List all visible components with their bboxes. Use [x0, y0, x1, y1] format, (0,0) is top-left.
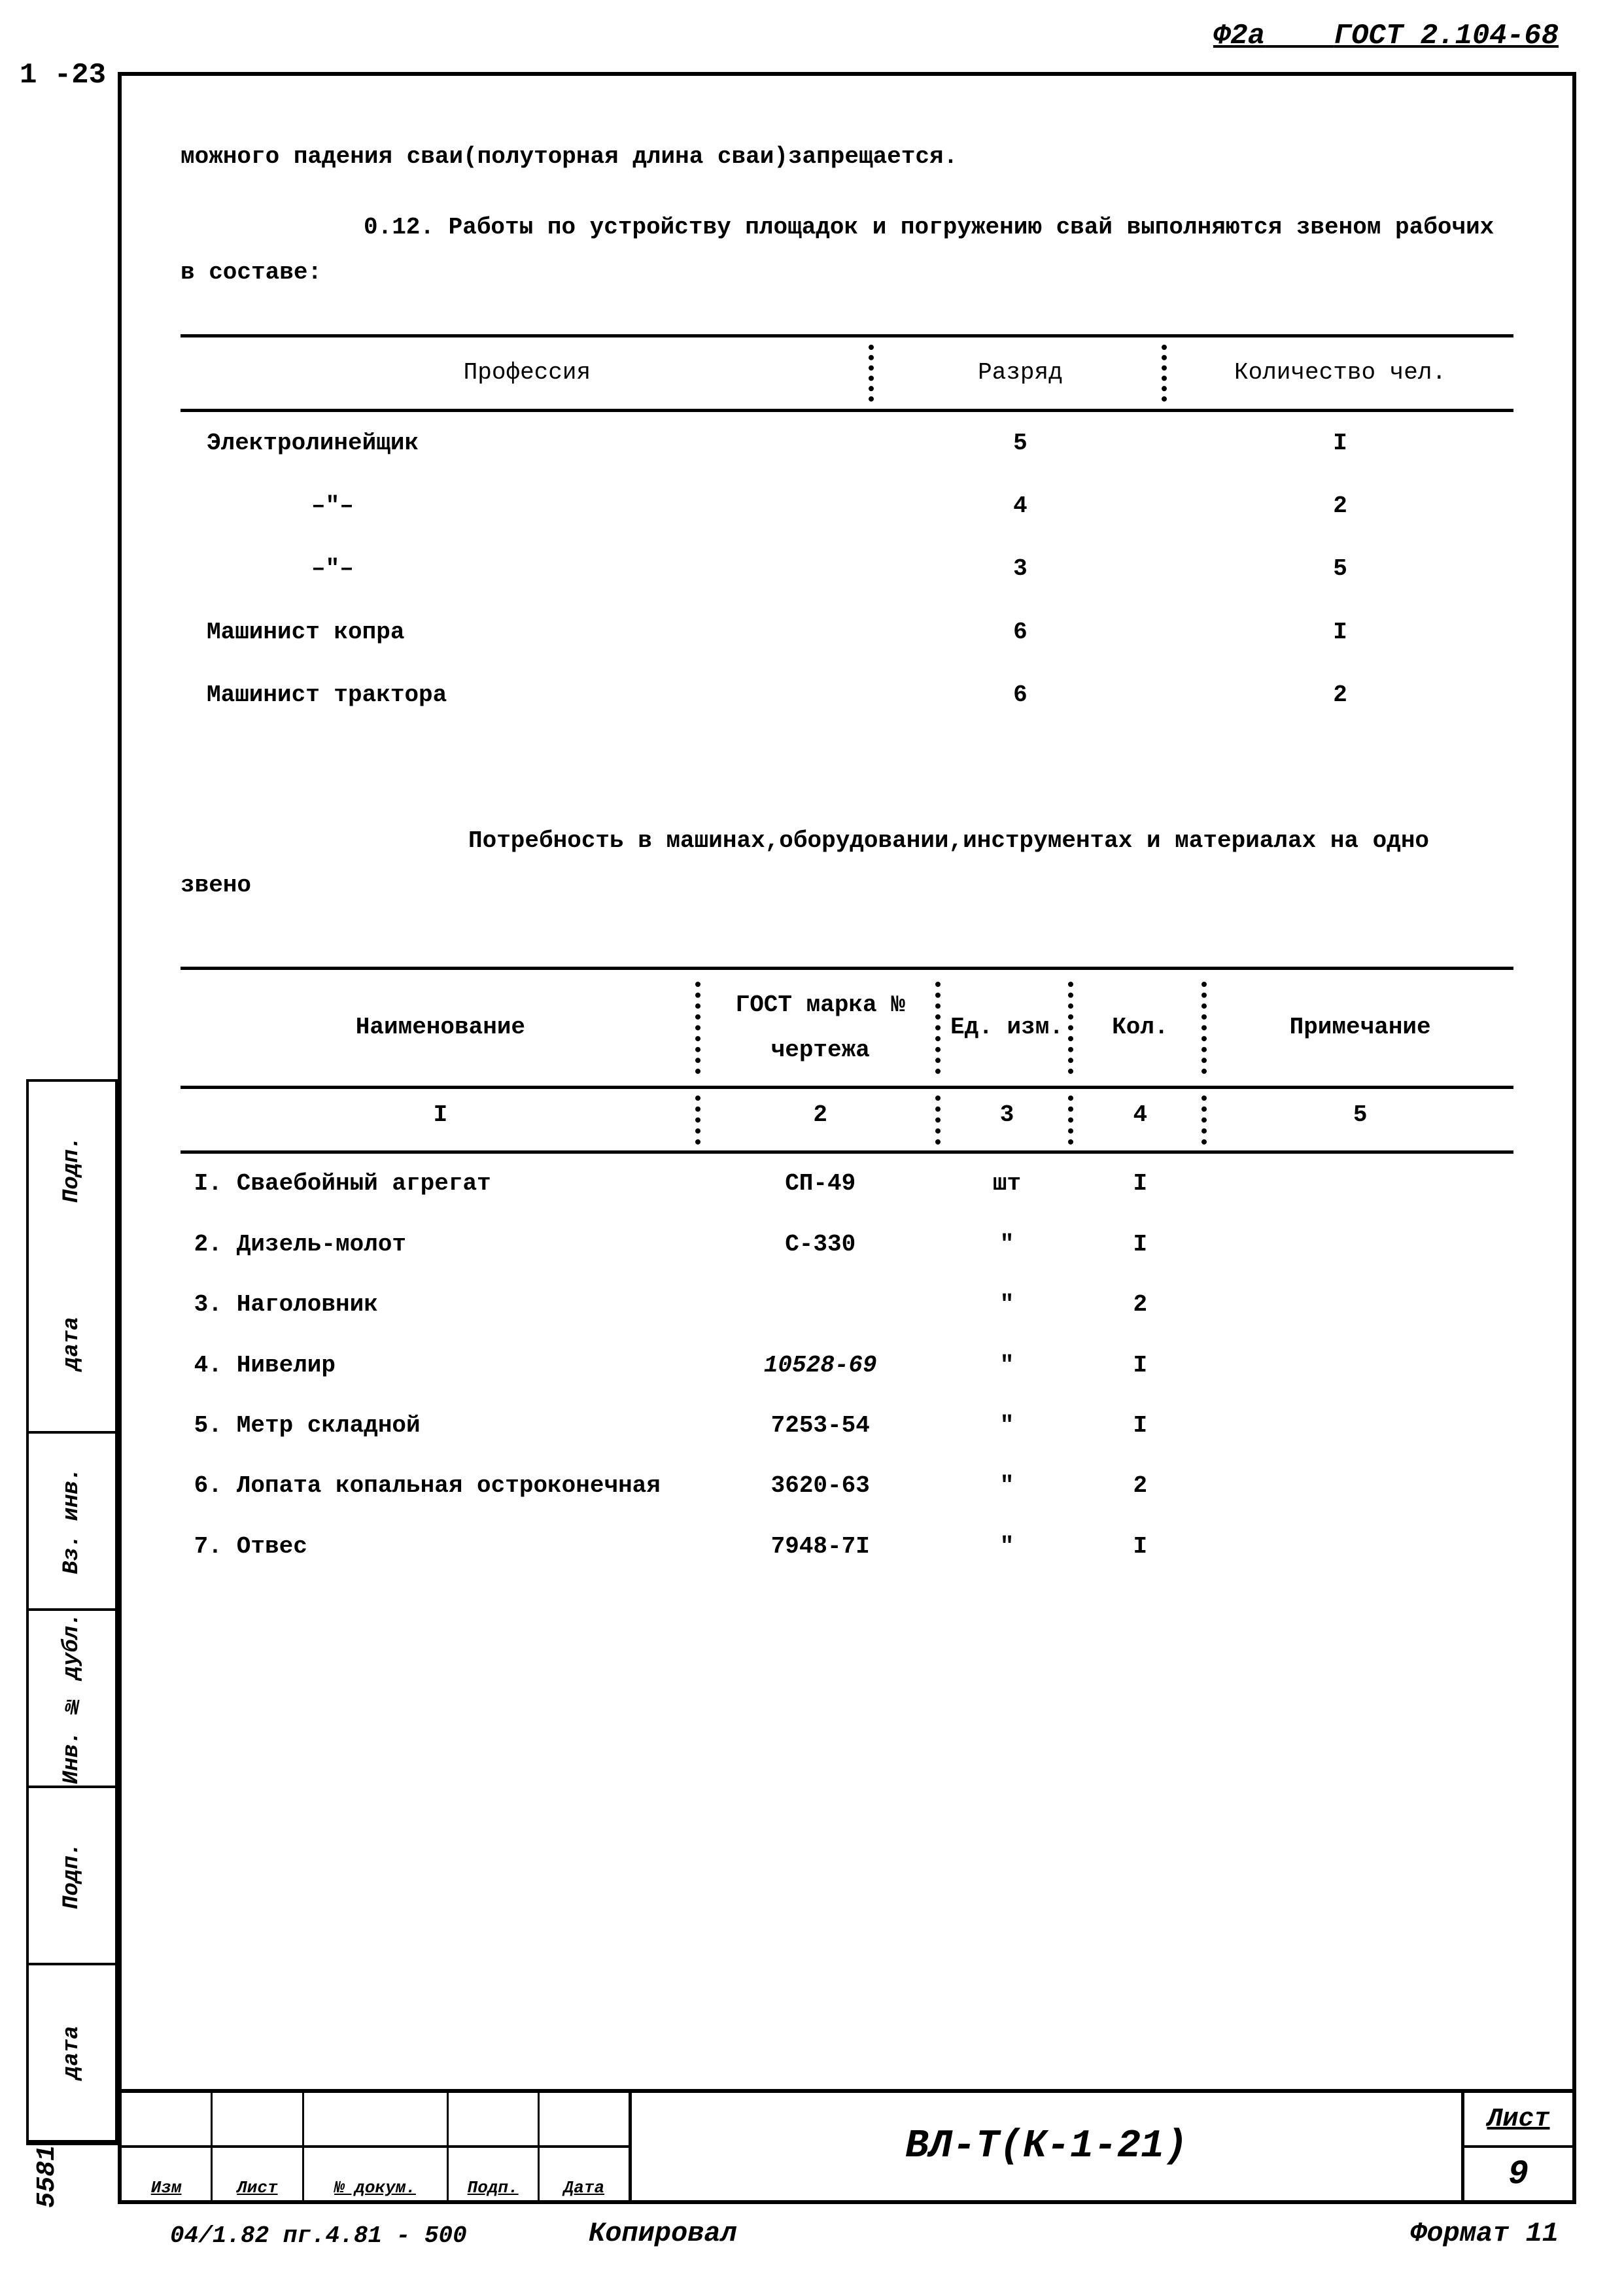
header-gost: Ф2а ГОСТ 2.104-68 [1213, 20, 1559, 52]
tb-label-date: Дата [540, 2148, 629, 2200]
t2-colnum-1: I [181, 1088, 700, 1152]
header-corner: 1 -23 [20, 59, 106, 92]
header-form: Ф2а [1213, 20, 1265, 52]
t2-colnum-4: 4 [1073, 1088, 1207, 1152]
sheet-number: 9 [1464, 2148, 1572, 2200]
t1-header-profession: Профессия [181, 336, 874, 410]
paragraph-1: можного падения сваи(полуторная длина св… [181, 135, 1513, 179]
table-row: –"–35 [181, 538, 1513, 600]
table-row: 6.Лопата копальная остроконечная3620-63"… [181, 1456, 1513, 1516]
t2-colnum-5: 5 [1207, 1088, 1513, 1152]
side-cell: Инв. № дубл. [29, 1611, 115, 1788]
table-row: Машинист копра6I [181, 601, 1513, 664]
tb-cell [449, 2093, 540, 2145]
t2-header-gost: ГОСТ марка № чертежа [700, 969, 941, 1088]
workers-table: Профессия Разряд Количество чел. Электро… [181, 334, 1513, 727]
title-block-left: Изм Лист № докум. Подп. Дата [122, 2093, 632, 2200]
t1-header-grade: Разряд [874, 336, 1167, 410]
header-gost-text: ГОСТ 2.104-68 [1334, 20, 1559, 52]
table-row: 7.Отвес7948-7I"I [181, 1517, 1513, 1577]
side-cell: дата [29, 1256, 115, 1434]
tb-label-list: Лист [213, 2148, 303, 2200]
t2-colnum-2: 2 [700, 1088, 941, 1152]
paragraph-2: 0.12. Работы по устройству площадок и по… [181, 205, 1513, 295]
tb-cell [540, 2093, 629, 2145]
t1-header-count: Количество чел. [1167, 336, 1513, 410]
tb-cell [122, 2093, 213, 2145]
title-block-right: Лист 9 [1461, 2093, 1572, 2200]
table-row: Электролинейщик5I [181, 410, 1513, 475]
side-cell: Подп. [29, 1082, 115, 1256]
equipment-table: Наименование ГОСТ марка № чертежа Ед. из… [181, 967, 1513, 1577]
side-binding: Подп. дата Вз. инв. Инв. № дубл. Подп. д… [26, 1079, 118, 2145]
t2-header-note: Примечание [1207, 969, 1513, 1088]
content: можного падения сваи(полуторная длина св… [122, 76, 1572, 1603]
footer-format: Формат 11 [1410, 2218, 1559, 2249]
tb-label-docnum: № докум. [304, 2148, 449, 2200]
t2-header-qty: Кол. [1073, 969, 1207, 1088]
section-title: Потребность в машинах,оборудовании,инстр… [181, 819, 1513, 908]
document-number: ВЛ-Т(К-1-21) [632, 2093, 1461, 2200]
table-row: I.Сваебойный агрегатСП-49штI [181, 1152, 1513, 1215]
table-row: 4.Нивелир10528-69"I [181, 1336, 1513, 1396]
page-frame: можного падения сваи(полуторная длина св… [118, 72, 1576, 2204]
table-row: –"–42 [181, 475, 1513, 538]
table-row: 5.Метр складной7253-54"I [181, 1396, 1513, 1456]
title-block: Изм Лист № докум. Подп. Дата ВЛ-Т(К-1-21… [122, 2089, 1572, 2200]
side-cell: Подп. [29, 1788, 115, 1965]
side-cell: Вз. инв. [29, 1434, 115, 1611]
inv-number: 5581 [33, 2145, 62, 2208]
side-cell: дата [29, 1965, 115, 2143]
tb-cell [213, 2093, 303, 2145]
table-row: Машинист трактора62 [181, 664, 1513, 727]
t2-header-name: Наименование [181, 969, 700, 1088]
footer-left: 04/1.82 пг.4.81 - 500 [170, 2222, 467, 2249]
table-row: 3.Наголовник"2 [181, 1275, 1513, 1335]
footer-kopiroval: Копировал [589, 2218, 737, 2249]
table-row: 2.Дизель-молотС-330"I [181, 1215, 1513, 1275]
tb-cell [304, 2093, 449, 2145]
sheet-label: Лист [1464, 2093, 1572, 2148]
t2-colnum-3: 3 [941, 1088, 1074, 1152]
tb-label-sign: Подп. [449, 2148, 540, 2200]
t2-header-unit: Ед. изм. [941, 969, 1074, 1088]
tb-label-izm: Изм [122, 2148, 213, 2200]
